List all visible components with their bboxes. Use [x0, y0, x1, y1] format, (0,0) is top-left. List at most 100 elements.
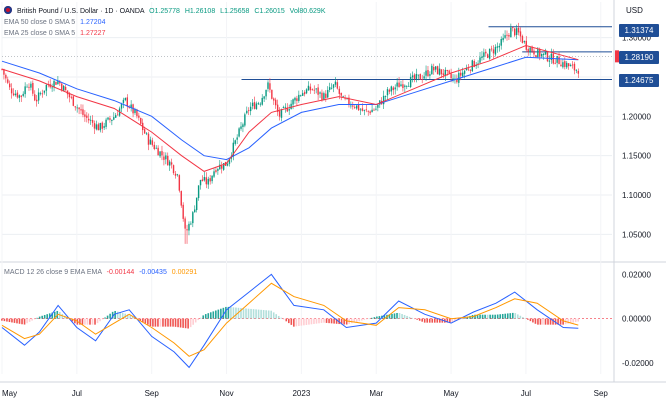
macd-histogram-bar — [288, 318, 290, 324]
candle-body — [105, 119, 107, 127]
candle-body — [294, 97, 296, 101]
candle-body — [369, 111, 371, 114]
candle-body — [35, 99, 38, 102]
macd-histogram-bar — [270, 310, 272, 319]
macd-histogram-bar — [179, 318, 182, 328]
macd-histogram-bar — [212, 311, 215, 319]
macd-histogram-bar — [509, 313, 512, 319]
macd-histogram-bar — [413, 318, 416, 320]
price-tick-label: 1.30000 — [622, 34, 651, 43]
candle-body — [425, 70, 427, 76]
macd-histogram-bar — [101, 318, 104, 320]
candle-body — [577, 70, 580, 74]
macd-histogram-bar — [376, 316, 378, 319]
macd-histogram-bar — [245, 308, 247, 319]
candle-body — [111, 119, 113, 121]
ema50-legend[interactable]: EMA 50 close 0 SMA 5 1.27204 — [4, 18, 105, 27]
candle-body — [70, 96, 73, 98]
macd-histogram-bar — [79, 318, 81, 325]
candle-body — [434, 66, 437, 70]
low-label: L — [220, 8, 225, 15]
candle-body — [301, 93, 304, 96]
candle-body — [336, 82, 339, 89]
macd-histogram-bar — [51, 312, 54, 319]
candle-body — [253, 102, 256, 109]
candle-body — [429, 74, 431, 76]
macd-histogram-bar — [298, 318, 300, 326]
price-tick-label: 1.15000 — [622, 152, 651, 161]
macd-histogram-bar — [426, 318, 429, 323]
candle-body — [274, 99, 277, 106]
candle-body — [542, 53, 545, 55]
price-badge-mid: 1.28190 — [619, 51, 659, 64]
macd-histogram-bar — [64, 315, 66, 319]
candle-body — [442, 73, 445, 76]
candle-body — [249, 106, 252, 112]
macd-histogram-bar — [162, 318, 164, 327]
candle-body — [558, 56, 560, 65]
candle-body — [363, 109, 366, 111]
candle-body — [400, 84, 402, 87]
ema25-legend[interactable]: EMA 25 close 0 SMA 5 1.27227 — [4, 29, 105, 38]
candle-body — [348, 97, 350, 105]
time-tick-label: Jul — [72, 389, 82, 398]
candle-body — [554, 62, 556, 64]
macd-tick-label: 0.02000 — [622, 270, 651, 279]
candle-body — [527, 49, 529, 52]
candle-body — [290, 103, 292, 110]
candle-body — [494, 46, 497, 55]
candle-body — [57, 80, 59, 85]
candle-body — [234, 140, 236, 144]
open-value: 1.25778 — [154, 8, 180, 15]
candle-body — [68, 93, 71, 98]
candle-body — [76, 107, 78, 109]
macd-histogram-bar — [406, 315, 408, 319]
candle-body — [307, 85, 310, 91]
macd-tick-label: -0.02000 — [622, 359, 654, 368]
symbol-title[interactable]: British Pound / U.S. Dollar · 1D · OANDA — [16, 8, 145, 15]
last-price-marker — [615, 50, 619, 63]
macd-histogram-bar — [139, 318, 142, 321]
volume-value: 80.629K — [299, 8, 326, 15]
candle-body — [409, 77, 412, 88]
candle-body — [248, 110, 250, 112]
macd-histogram-bar — [157, 318, 159, 327]
candle-body — [64, 86, 67, 91]
macd-histogram-bar — [28, 318, 31, 322]
candle-body — [479, 57, 481, 63]
macd-hist-value: -0.00144 — [106, 269, 135, 276]
macd-histogram-bar — [209, 312, 212, 319]
candle-body — [271, 89, 273, 99]
candle-body — [352, 105, 354, 107]
candle-body — [523, 41, 526, 43]
candle-body — [500, 38, 502, 46]
macd-histogram-bar — [398, 313, 401, 319]
candle-body — [145, 133, 148, 135]
macd-histogram-bar — [522, 317, 524, 319]
candle-body — [504, 35, 506, 38]
macd-histogram-bar — [371, 317, 373, 319]
candle-body — [232, 142, 235, 157]
candle-body — [205, 177, 208, 185]
candle-body — [101, 122, 103, 129]
candle-body — [330, 87, 333, 89]
macd-histogram-bar — [300, 318, 303, 326]
macd-histogram-bar — [144, 318, 147, 324]
candle-body — [115, 115, 117, 118]
macd-histogram-bar — [142, 318, 144, 322]
candle-body — [228, 158, 231, 164]
candle-body — [323, 93, 325, 100]
macd-legend[interactable]: MACD 12 26 close 9 EMA EMA -0.00144 -0.0… — [4, 268, 197, 277]
macd-histogram-bar — [366, 318, 368, 320]
ema25-value: 1.27227 — [80, 30, 106, 37]
candle-body — [546, 52, 549, 62]
candle-body — [165, 155, 167, 160]
candle-body — [93, 123, 96, 129]
macd-histogram-bar — [449, 318, 451, 323]
low-value: 1.25658 — [224, 8, 250, 15]
candle-body — [89, 119, 92, 121]
ema25-line — [1, 44, 579, 172]
candle-body — [22, 93, 24, 96]
